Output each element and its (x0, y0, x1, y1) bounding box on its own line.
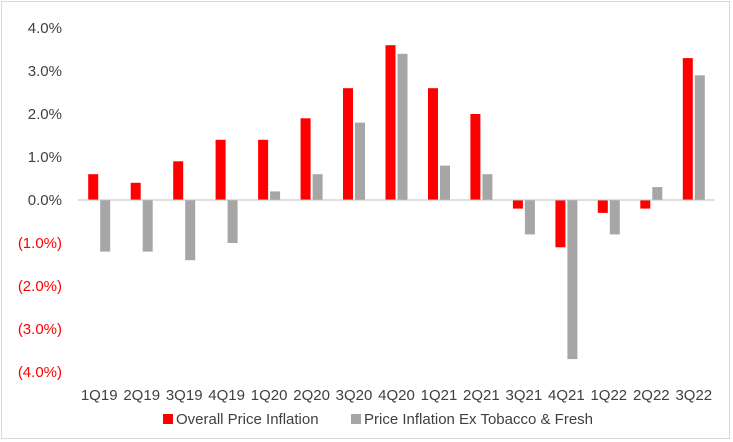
bar-ex-tobacco-fresh-2q21 (482, 174, 493, 200)
x-tick-label: 2Q20 (293, 387, 330, 404)
x-tick-label: 1Q22 (590, 387, 627, 404)
bar-overall-1q19 (88, 174, 99, 200)
x-tick-label: 1Q21 (421, 387, 458, 404)
bar-ex-tobacco-fresh-4q19 (227, 200, 238, 243)
bar-overall-4q21 (555, 200, 566, 248)
bar-overall-4q19 (215, 139, 226, 200)
x-tick-label: 4Q20 (378, 387, 415, 404)
bar-overall-2q22 (640, 200, 651, 209)
x-tick-label: 3Q22 (675, 387, 712, 404)
y-tick-label: 1.0% (28, 149, 62, 166)
x-tick-label: 4Q19 (208, 387, 245, 404)
bar-ex-tobacco-fresh-2q20 (312, 174, 323, 200)
x-tick-label: 1Q19 (81, 387, 118, 404)
y-tick-label: 3.0% (28, 63, 62, 80)
y-tick-label: 4.0% (28, 20, 62, 37)
bar-overall-3q19 (173, 161, 184, 200)
bar-overall-3q22 (682, 58, 693, 200)
bar-ex-tobacco-fresh-3q22 (694, 75, 705, 200)
x-tick-label: 3Q21 (506, 387, 543, 404)
y-tick-label: 2.0% (28, 106, 62, 123)
bar-ex-tobacco-fresh-3q21 (524, 200, 535, 235)
bar-overall-3q20 (343, 88, 353, 200)
x-tick-label: 4Q21 (548, 387, 585, 404)
bar-ex-tobacco-fresh-3q19 (185, 200, 196, 261)
y-tick-label: (1.0%) (18, 235, 62, 252)
bar-overall-2q19 (130, 182, 141, 200)
bar-overall-4q20 (385, 45, 396, 201)
legend: Overall Price Inflation Price Inflation E… (163, 411, 593, 428)
bar-ex-tobacco-fresh-2q19 (142, 200, 153, 252)
bar-ex-tobacco-fresh-1q20 (270, 191, 281, 200)
y-tick-label: (4.0%) (18, 364, 62, 381)
legend-label-overall: Overall Price Inflation (176, 411, 319, 428)
x-tick-label: 2Q19 (123, 387, 160, 404)
y-tick-label: (3.0%) (18, 321, 62, 338)
bar-overall-3q21 (512, 200, 523, 209)
bar-overall-1q20 (258, 139, 269, 200)
legend-label-ex-tobacco-fresh: Price Inflation Ex Tobacco & Fresh (364, 411, 593, 428)
bar-overall-1q21 (428, 88, 438, 200)
bar-ex-tobacco-fresh-2q22 (652, 187, 663, 200)
x-axis: 1Q19 2Q19 3Q19 4Q19 1Q20 2Q20 3Q20 4Q20 1Q21 2Q21… (78, 199, 715, 404)
x-tick-label: 2Q22 (633, 387, 670, 404)
bar-ex-tobacco-fresh-3q20 (355, 122, 365, 200)
bar-ex-tobacco-fresh-1q21 (440, 165, 450, 200)
bar-ex-tobacco-fresh-4q20 (397, 53, 408, 200)
y-axis: 4.0% 3.0% 2.0% 1.0% 0.0% (1.0%) (2.0%) (3.0%) (4… (18, 20, 62, 381)
legend-swatch-ex-tobacco-fresh (351, 414, 361, 424)
bar-overall-2q20 (300, 118, 311, 200)
x-tick-label: 1Q20 (251, 387, 288, 404)
x-tick-label: 3Q19 (166, 387, 203, 404)
y-tick-label: 0.0% (28, 192, 62, 209)
x-tick-label: 3Q20 (336, 387, 373, 404)
bar-ex-tobacco-fresh-4q21 (567, 200, 578, 360)
bar-overall-2q21 (470, 114, 481, 200)
bar-overall-1q22 (597, 200, 608, 213)
bar-ex-tobacco-fresh-1q19 (100, 200, 111, 252)
bar-ex-tobacco-fresh-1q22 (609, 200, 620, 235)
y-tick-label: (2.0%) (18, 278, 62, 295)
x-tick-label: 2Q21 (463, 387, 500, 404)
legend-swatch-overall (163, 414, 173, 424)
bars (88, 45, 705, 360)
